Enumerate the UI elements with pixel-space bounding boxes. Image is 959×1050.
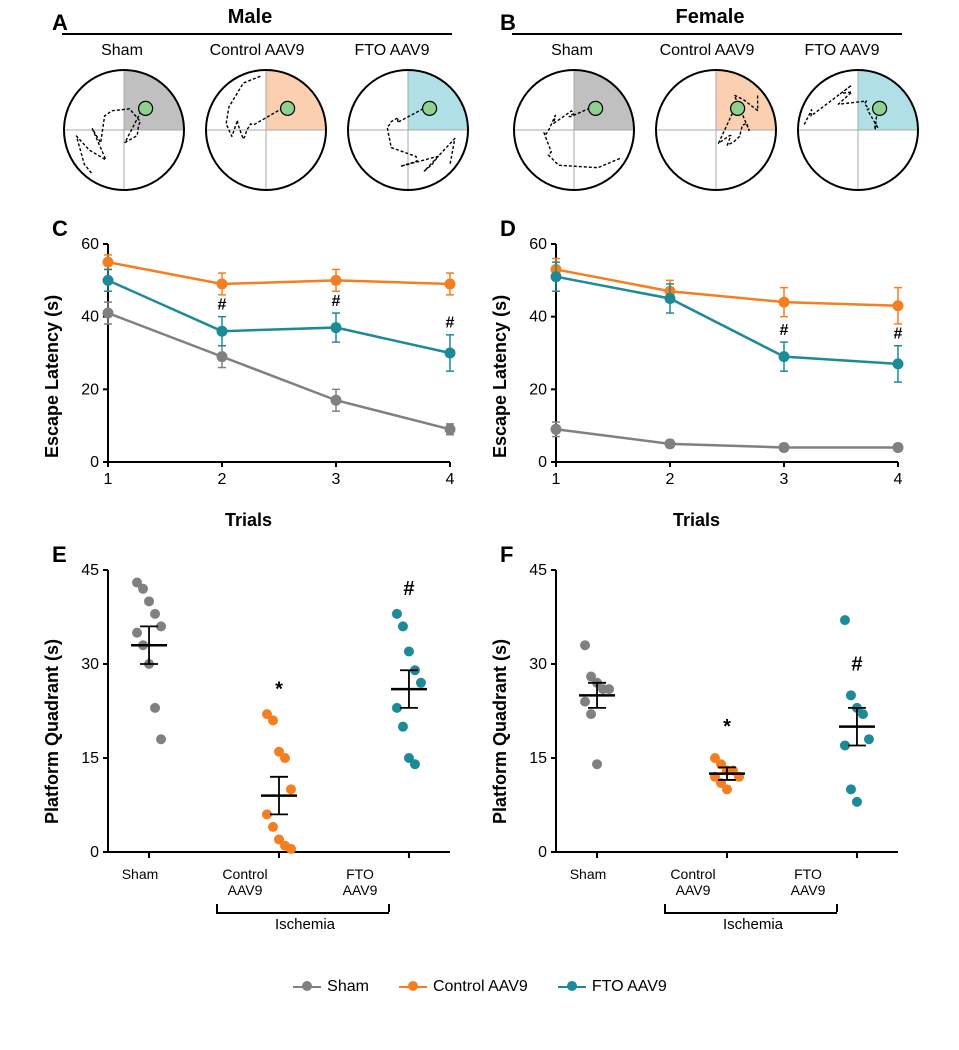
xcat-e-sham: Sham [100, 866, 180, 882]
svg-text:2: 2 [666, 471, 675, 488]
svg-text:#: # [403, 578, 414, 600]
svg-text:1: 1 [104, 471, 113, 488]
figure-root: A B Male Female Sham Control AAV9 FTO AA… [0, 0, 959, 1050]
xcat-e-fto: FTOAAV9 [320, 866, 400, 898]
header-male: Male [180, 6, 320, 29]
header-line-male [62, 33, 452, 35]
svg-text:20: 20 [529, 381, 547, 398]
svg-text:3: 3 [780, 471, 789, 488]
legend-item-sham: Sham [293, 978, 369, 996]
maze-row-female [512, 68, 920, 197]
svg-text:0: 0 [538, 844, 547, 861]
scatter-chart-f: 0 15 30 45 * # [508, 558, 918, 868]
bracket-e-v2 [388, 904, 390, 912]
sublabel-b-control: Control AAV9 [642, 42, 772, 60]
svg-text:60: 60 [81, 236, 99, 253]
legend-item-fto: FTO AAV9 [558, 978, 667, 996]
bracket-e-label: Ischemia [250, 916, 360, 933]
header-line-female [512, 33, 902, 35]
maze-female-0 [512, 68, 636, 197]
legend-label-control: Control AAV9 [433, 978, 528, 996]
maze-male-0 [62, 68, 186, 197]
sublabel-a-fto: FTO AAV9 [332, 42, 452, 60]
svg-text:1: 1 [552, 471, 561, 488]
sublabel-a-sham: Sham [62, 42, 182, 60]
maze-female-2 [796, 68, 920, 197]
svg-text:2: 2 [218, 471, 227, 488]
line-chart-c: 0 20 40 60 1 2 3 4 # # # [60, 232, 470, 502]
legend-label-sham: Sham [327, 978, 369, 996]
svg-text:20: 20 [81, 381, 99, 398]
maze-row-male [62, 68, 470, 197]
svg-text:3: 3 [332, 471, 341, 488]
svg-text:0: 0 [90, 844, 99, 861]
legend-item-control: Control AAV9 [399, 978, 528, 996]
sublabel-b-fto: FTO AAV9 [782, 42, 902, 60]
bracket-f-label: Ischemia [698, 916, 808, 933]
xcat-f-fto: FTOAAV9 [768, 866, 848, 898]
svg-text:#: # [446, 315, 455, 332]
bracket-e-v1 [216, 904, 218, 912]
svg-text:60: 60 [529, 236, 547, 253]
header-female: Female [640, 6, 780, 29]
figure-legend: Sham Control AAV9 FTO AAV9 [180, 978, 780, 996]
svg-text:0: 0 [538, 454, 547, 471]
svg-text:30: 30 [81, 656, 99, 673]
legend-label-fto: FTO AAV9 [592, 978, 667, 996]
svg-text:40: 40 [81, 309, 99, 326]
legend-marker-control [399, 986, 427, 988]
svg-text:15: 15 [529, 750, 547, 767]
svg-text:#: # [894, 325, 903, 342]
sublabel-a-control: Control AAV9 [192, 42, 322, 60]
maze-male-1 [204, 68, 328, 197]
maze-female-1 [654, 68, 778, 197]
xcat-f-sham: Sham [548, 866, 628, 882]
bracket-f-h [664, 912, 837, 914]
maze-male-2 [346, 68, 470, 197]
legend-marker-sham [293, 986, 321, 988]
svg-text:30: 30 [529, 656, 547, 673]
sublabel-b-sham: Sham [512, 42, 632, 60]
svg-text:#: # [332, 293, 341, 310]
svg-text:0: 0 [90, 454, 99, 471]
xlabel-c: Trials [225, 510, 272, 531]
svg-text:15: 15 [81, 750, 99, 767]
svg-text:*: * [275, 678, 283, 700]
scatter-chart-e: 0 15 30 45 * # [60, 558, 470, 868]
xlabel-d: Trials [673, 510, 720, 531]
xcat-e-control: ControlAAV9 [205, 866, 285, 898]
legend-marker-fto [558, 986, 586, 988]
xcat-f-control: ControlAAV9 [653, 866, 733, 898]
svg-text:40: 40 [529, 309, 547, 326]
svg-text:#: # [851, 653, 862, 675]
svg-text:*: * [723, 716, 731, 738]
svg-text:4: 4 [894, 471, 903, 488]
bracket-f-v2 [836, 904, 838, 912]
svg-text:#: # [780, 322, 789, 339]
svg-text:4: 4 [446, 471, 455, 488]
bracket-f-v1 [664, 904, 666, 912]
line-chart-d: 0 20 40 60 1 2 3 4 # # [508, 232, 918, 502]
svg-text:45: 45 [529, 562, 547, 579]
svg-text:45: 45 [81, 562, 99, 579]
svg-text:#: # [218, 296, 227, 313]
bracket-e-h [216, 912, 389, 914]
